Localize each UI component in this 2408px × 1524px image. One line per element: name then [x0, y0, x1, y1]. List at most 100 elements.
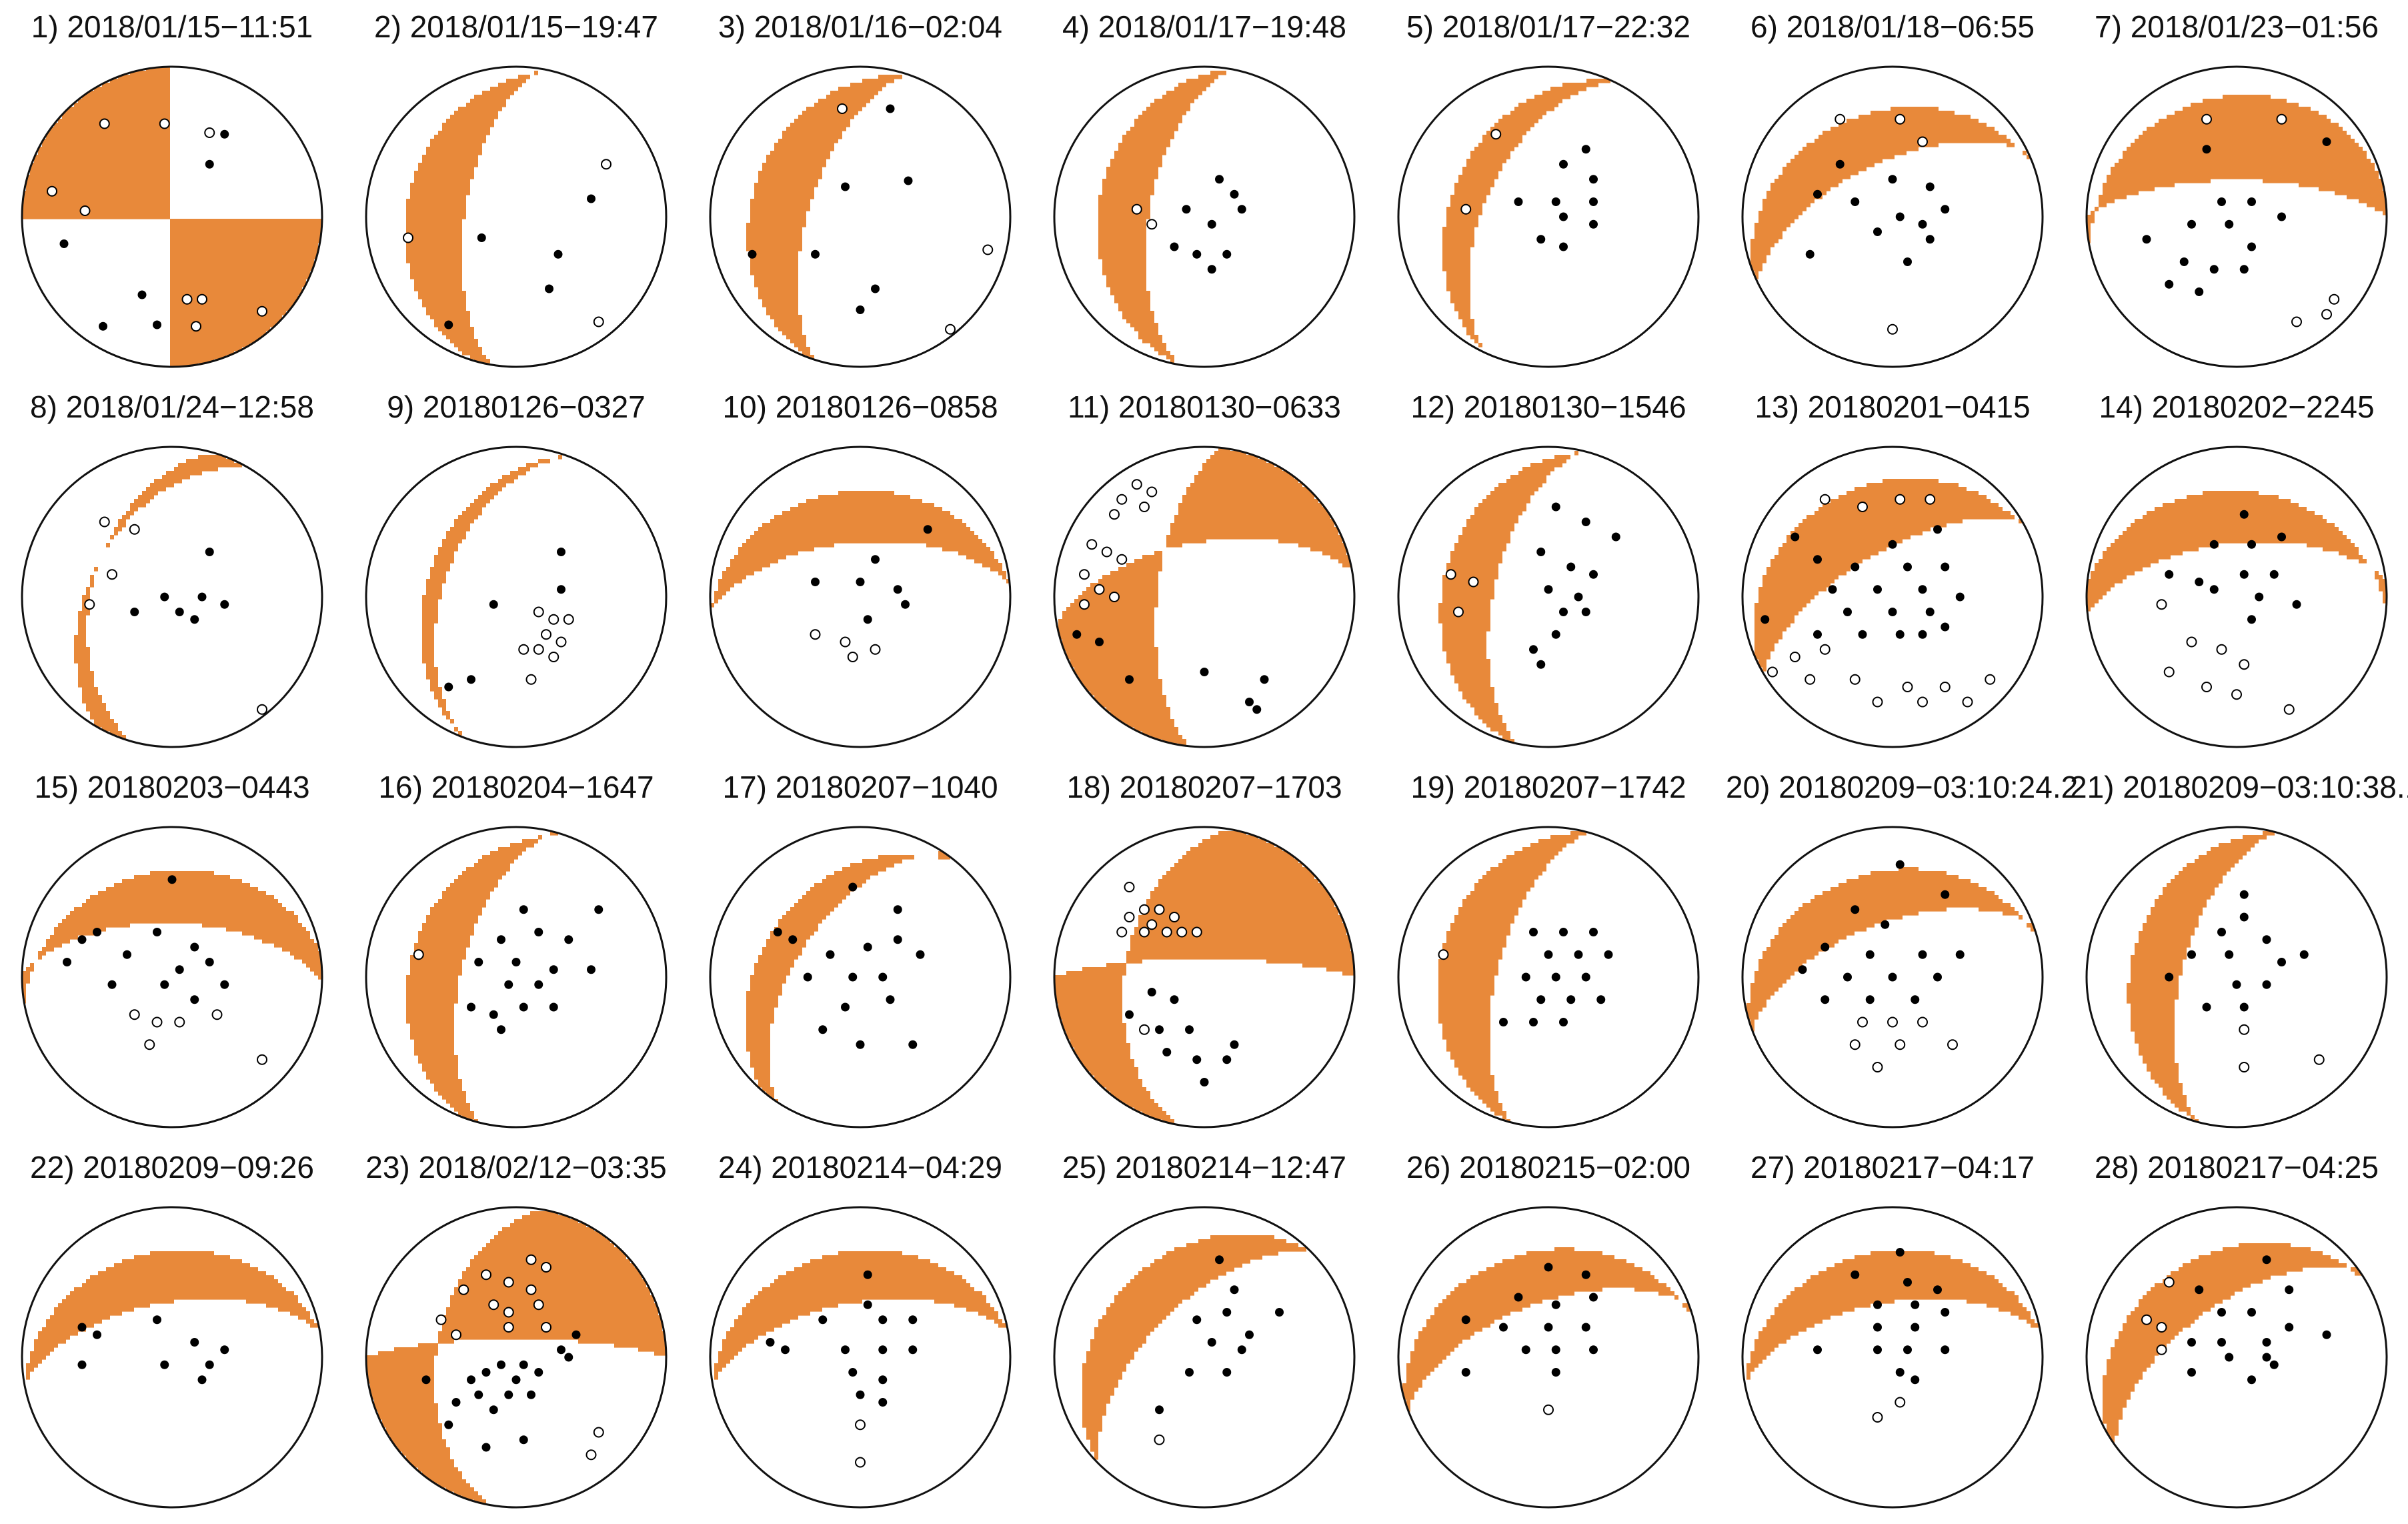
polarity-down	[1902, 682, 1913, 692]
polarity-up	[549, 1002, 558, 1012]
polarity-up	[1222, 1308, 1232, 1317]
polarity-up	[1536, 660, 1546, 669]
polarity-down	[541, 629, 551, 640]
beachball-diagram	[1053, 65, 1356, 368]
polarity-up	[59, 239, 69, 248]
polarity-down	[982, 244, 994, 255]
beachball-18: 18) 20180207−1703	[1038, 760, 1371, 1140]
polarity-up	[519, 1360, 528, 1369]
polarity-up	[1551, 1345, 1560, 1355]
polarity-up	[803, 972, 812, 982]
focal-sphere-outline	[365, 1206, 668, 1509]
focal-sphere-outline	[2085, 446, 2388, 748]
polarity-down	[1857, 502, 1868, 512]
polarity-up	[848, 882, 858, 892]
polarity-up	[2292, 600, 2301, 609]
polarity-up	[908, 1315, 918, 1325]
polarity-up	[534, 980, 543, 989]
polarity-up	[1911, 1375, 1920, 1385]
beachball-label: 24) 20180214−04:29	[718, 1150, 1002, 1185]
focal-sphere-outline	[709, 826, 1012, 1128]
polarity-down	[1116, 554, 1128, 565]
polarity-up	[811, 578, 820, 586]
beachball-label: 25) 20180214−12:47	[1062, 1150, 1346, 1185]
beachball-label: 28) 20180217−04:25	[2095, 1150, 2379, 1185]
polarity-up	[1222, 249, 1232, 259]
beachball-label: 23) 2018/02/12−03:35	[365, 1150, 667, 1185]
polarity-up	[2165, 570, 2174, 579]
polarity-down	[1154, 1434, 1165, 1445]
polarity-up	[1881, 920, 1890, 929]
polarity-down	[47, 185, 57, 197]
polarity-down	[181, 293, 193, 305]
polarity-up	[444, 1420, 453, 1429]
polarity-up	[1925, 235, 1935, 244]
polarity-up	[1125, 675, 1134, 684]
polarity-up	[205, 159, 214, 169]
polarity-up	[826, 950, 835, 959]
polarity-up	[1851, 905, 1860, 914]
polarity-up	[1215, 1255, 1224, 1265]
polarity-down	[1947, 1039, 1958, 1050]
polarity-up	[2239, 570, 2249, 579]
polarity-down	[1124, 882, 1135, 892]
polarity-down	[1445, 569, 1456, 580]
beachball-label: 4) 2018/01/17−19:48	[1062, 9, 1346, 44]
polarity-up	[856, 305, 865, 314]
polarity-up	[1843, 972, 1852, 982]
polarity-up	[1237, 1345, 1246, 1355]
compression-quadrants	[1082, 1235, 1306, 1460]
polarity-up	[1200, 1078, 1209, 1086]
polarity-up	[1222, 1368, 1232, 1377]
polarity-up	[504, 1390, 513, 1399]
beachball-label: 1) 2018/01/15−11:51	[31, 9, 313, 44]
polarity-up	[1551, 197, 1560, 206]
polarity-up	[1895, 860, 1905, 869]
polarity-down	[99, 118, 110, 129]
beachball-label: 9) 20180126−0327	[387, 390, 646, 424]
polarity-up	[1245, 1330, 1254, 1339]
beachball-diagram	[365, 446, 668, 748]
polarity-up	[220, 129, 229, 139]
beachball-label: 14) 20180202−2245	[2099, 390, 2375, 424]
polarity-up	[2285, 1285, 2294, 1295]
polarity-down	[548, 614, 559, 625]
polarity-up	[856, 578, 865, 586]
beachball-diagram	[1741, 1206, 2044, 1509]
beachball-19: 19) 20180207−1742	[1382, 760, 1715, 1140]
beachball-diagram	[365, 1206, 668, 1509]
polarity-up	[1941, 890, 1950, 899]
beachball-diagram	[21, 446, 323, 748]
polarity-down	[563, 614, 574, 625]
polarity-up	[1581, 145, 1590, 154]
polarity-down	[488, 1299, 499, 1311]
compression-quadrants	[714, 1251, 1006, 1380]
polarity-up	[2247, 540, 2256, 549]
polarity-down	[541, 1322, 551, 1333]
polarity-down	[1917, 1016, 1928, 1028]
polarity-up	[489, 600, 498, 609]
compression-quadrants	[74, 455, 242, 740]
polarity-up	[1851, 197, 1860, 206]
focal-sphere-outline	[1741, 826, 2044, 1128]
polarity-up	[1182, 205, 1191, 214]
polarity-up	[2187, 1338, 2196, 1347]
polarity-down	[503, 1277, 514, 1288]
polarity-up	[878, 1375, 888, 1385]
focal-sphere-outline	[1053, 65, 1356, 368]
polarity-down	[1887, 323, 1898, 335]
polarity-up	[2269, 570, 2279, 579]
beachball-diagram	[1741, 826, 2044, 1128]
beachball-5: 5) 2018/01/17−22:32	[1382, 0, 1715, 380]
polarity-down	[2163, 1277, 2175, 1288]
beachball-4: 4) 2018/01/17−19:48	[1038, 0, 1371, 380]
polarity-down	[1887, 1016, 1898, 1028]
polarity-up	[893, 935, 902, 944]
polarity-down	[1139, 926, 1150, 938]
polarity-up	[878, 1398, 888, 1407]
polarity-up	[2217, 928, 2226, 936]
polarity-down	[2201, 113, 2212, 125]
polarity-up	[553, 249, 563, 259]
polarity-up	[1230, 1040, 1239, 1049]
polarity-up	[1529, 928, 1538, 936]
